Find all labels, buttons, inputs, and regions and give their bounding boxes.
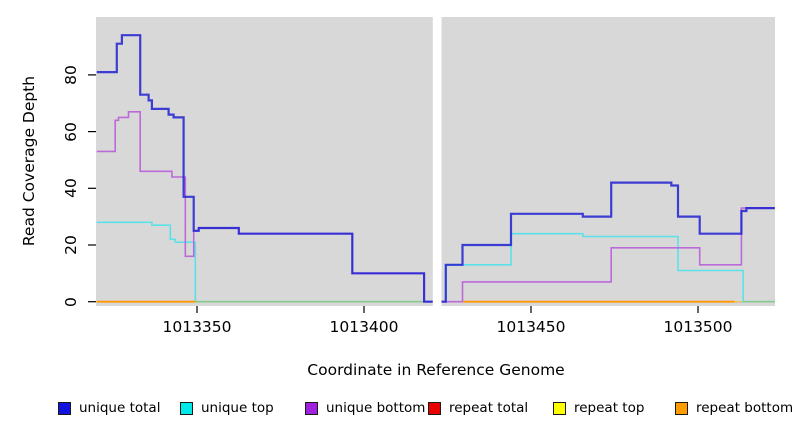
x-tick-label: 1013450	[496, 318, 566, 336]
legend-swatch-icon	[553, 401, 566, 415]
y-tick-label: 60	[62, 121, 80, 142]
legend-item-unique-total: unique total	[58, 400, 161, 416]
y-tick-label: 20	[62, 235, 80, 255]
legend-label: repeat top	[574, 400, 645, 416]
legend-swatch-icon	[58, 401, 71, 415]
legend-label: unique bottom	[326, 400, 426, 416]
series-unique-total	[96, 34, 775, 303]
legend-swatch-icon	[180, 401, 193, 415]
x-tick-label: 1013350	[162, 318, 232, 336]
legend-item-repeat-bottom: repeat bottom	[675, 400, 792, 416]
legend-label: repeat total	[449, 400, 529, 416]
y-axis-title: Read Coverage Depth	[20, 75, 38, 247]
legend-label: unique total	[79, 400, 161, 416]
x-tick-label: 1013500	[663, 318, 733, 336]
legend-item-unique-bottom: unique bottom	[305, 400, 426, 416]
legend-label: repeat bottom	[696, 400, 792, 416]
legend-item-repeat-total: repeat total	[428, 400, 529, 416]
legend-swatch-icon	[675, 401, 688, 415]
legend-item-unique-top: unique top	[180, 400, 274, 416]
legend-label: unique top	[201, 400, 274, 416]
x-axis-title: Coordinate in Reference Genome	[307, 361, 565, 379]
y-tick-label: 80	[62, 65, 80, 85]
x-tick-label: 1013400	[329, 318, 399, 336]
legend-item-repeat-top: repeat top	[553, 400, 645, 416]
no-data-gap-band	[432, 15, 442, 307]
legend-swatch-icon	[428, 401, 441, 415]
y-tick-label: 0	[62, 296, 80, 307]
legend-swatch-icon	[305, 401, 318, 415]
y-tick-label: 40	[62, 178, 80, 199]
